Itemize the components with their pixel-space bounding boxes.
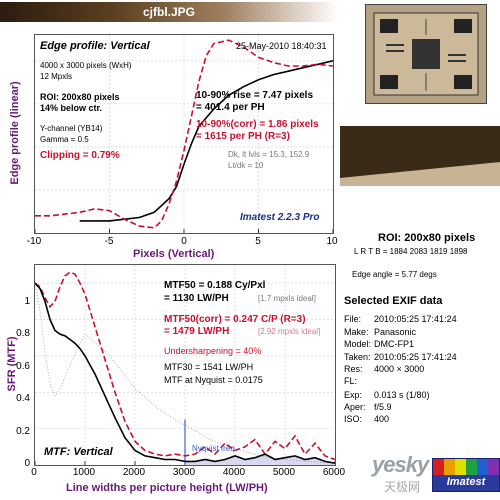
- exif-value: 2010:05:25 17:41:24: [374, 314, 457, 324]
- mtf-xtick-label: 0: [31, 467, 37, 478]
- edge-series-corrected: [35, 39, 333, 229]
- mtf50-corr-ideal: [2.92 mpxls ideal]: [258, 327, 321, 336]
- mtf-ytick-label: 0.8: [16, 328, 30, 339]
- edge-channel: Y-channel (YB14): [40, 124, 103, 133]
- edge-clipping: Clipping = 0.79%: [40, 150, 120, 161]
- edge-series-raw: [79, 60, 333, 222]
- nyquist-label: Nyquist freq.: [192, 444, 237, 453]
- mtf-xtick-label: 2000: [122, 467, 146, 478]
- roi-info-edge-angle: Edge angle = 5.77 degs: [352, 270, 437, 279]
- edge-xtick-label: -10: [26, 236, 42, 247]
- edge-title: Edge profile: Vertical: [40, 40, 150, 52]
- mtf-xtick-label: 1000: [72, 467, 96, 478]
- mtf50-corr-line-1: MTF50(corr) = 0.247 C/P (R=3): [164, 314, 306, 325]
- edge-date: 25-May-2010 18:40:31: [236, 41, 327, 51]
- exif-key: Taken:: [344, 352, 371, 362]
- exif-key: Aper:: [344, 402, 366, 412]
- edge-corr-line-2: = 1615 per PH (R=3): [196, 131, 290, 142]
- edge-xlabel: Pixels (Vertical): [133, 248, 215, 260]
- mtf-ytick-label: 1: [24, 296, 30, 307]
- yesky-cn-watermark: 天极网: [384, 480, 421, 494]
- exif-key: ISO:: [344, 414, 363, 424]
- edge-levels-line-1: Dk, lt lvls = 15.3, 152.9: [228, 150, 310, 159]
- mtf-xtick-label: 3000: [172, 467, 196, 478]
- exif-title: Selected EXIF data: [344, 295, 443, 307]
- exif-key: FL:: [344, 376, 358, 386]
- mtf50-line-1: MTF50 = 0.188 Cy/Pxl: [164, 280, 266, 291]
- mtf-at-nyquist: MTF at Nyquist = 0.0175: [164, 375, 263, 385]
- exif-key: Make:: [344, 327, 369, 337]
- edge-rise-line-2: = 401.4 per PH: [196, 102, 265, 113]
- imatest-logo: Imatest: [432, 458, 500, 492]
- exif-value: 4000 × 3000: [374, 364, 425, 374]
- exif-value: f/5.9: [374, 402, 392, 412]
- mtf-series-corrected: [35, 271, 335, 461]
- yesky-watermark: yesky: [372, 452, 429, 477]
- edge-rise-line-1: 10-90% rise = 7.47 pixels: [196, 90, 314, 101]
- exif-value: 0.013 s (1/80): [374, 390, 430, 400]
- edge-gamma: Gamma = 0.5: [40, 135, 89, 144]
- file-title: cjfbl.JPG: [142, 5, 195, 19]
- mtf-ytick-label: 0.4: [16, 393, 30, 404]
- edge-corr-line-1: 10-90%(corr) = 1.86 pixels: [196, 119, 319, 130]
- mtf30: MTF30 = 1541 LW/PH: [164, 362, 254, 372]
- mtf-xtick-label: 6000: [322, 467, 346, 478]
- roi-info-lrtb: L R T B = 1884 2083 1819 1898: [354, 247, 468, 256]
- edge-xtick-label: 0: [181, 236, 187, 247]
- mtf-xtick-label: 4000: [222, 467, 246, 478]
- edge-info-line-2: 12 Mpxls: [40, 72, 73, 81]
- exif-value: DMC-FP1: [374, 339, 414, 349]
- mtf-panel: [34, 264, 336, 466]
- edge-profile-plot: [35, 35, 333, 233]
- edge-xtick-label: 5: [255, 236, 261, 247]
- header-gradient-bar: [0, 2, 338, 22]
- exif-value: Panasonic: [374, 327, 417, 337]
- edge-roi-line-2: 14% below ctr.: [40, 103, 103, 113]
- edge-xtick-label: 10: [326, 236, 338, 247]
- edge-levels-line-2: Lt/dk = 10: [228, 161, 264, 170]
- edge-ylabel: Edge profile (linear): [9, 81, 21, 185]
- mtf50-corr-line-2: = 1479 LW/PH: [164, 326, 230, 337]
- test-chart-thumbnail-icon: [365, 4, 487, 104]
- exif-key: Model:: [344, 339, 372, 349]
- mtf-xtick-label: 5000: [272, 467, 296, 478]
- exif-value: 2010:05:25 17:41:24: [374, 352, 457, 362]
- mtf-series-raw: [35, 282, 335, 464]
- exif-key: File:: [344, 314, 362, 324]
- mtf-plot: [35, 265, 335, 465]
- exif-key: Res:: [344, 364, 363, 374]
- mtf-ytick-label: 0.2: [16, 426, 30, 437]
- roi-crop-image: [340, 126, 500, 186]
- imatest-logo-text: Imatest: [446, 476, 486, 488]
- exif-key: Exp:: [344, 390, 363, 400]
- undersharpening: Undersharpening = 40%: [164, 346, 262, 356]
- mtf-xlabel: Line widths per picture height (LW/PH): [66, 482, 268, 494]
- edge-xtick-label: -5: [104, 236, 114, 247]
- mtf50-ideal: [1.7 mpxls ideal]: [258, 294, 316, 303]
- roi-info-title: ROI: 200x80 pixels: [378, 232, 476, 244]
- exif-value: 400: [374, 414, 390, 424]
- mtf-ytick-label: 0: [24, 458, 30, 469]
- mtf-title: MTF: Vertical: [44, 446, 113, 458]
- edge-profile-panel: [34, 34, 334, 234]
- edge-brand: Imatest 2.2.3 Pro: [240, 212, 320, 223]
- mtf-ytick-label: 0.6: [16, 361, 30, 372]
- roi-crop-light-region: [340, 162, 500, 186]
- edge-roi-line-1: ROI: 200x80 pixels: [40, 92, 120, 102]
- mtf50-line-2: = 1130 LW/PH: [164, 293, 229, 304]
- edge-info-line-1: 4000 x 3000 pixels (WxH): [40, 61, 132, 70]
- mtf-series-ideal: [35, 283, 335, 464]
